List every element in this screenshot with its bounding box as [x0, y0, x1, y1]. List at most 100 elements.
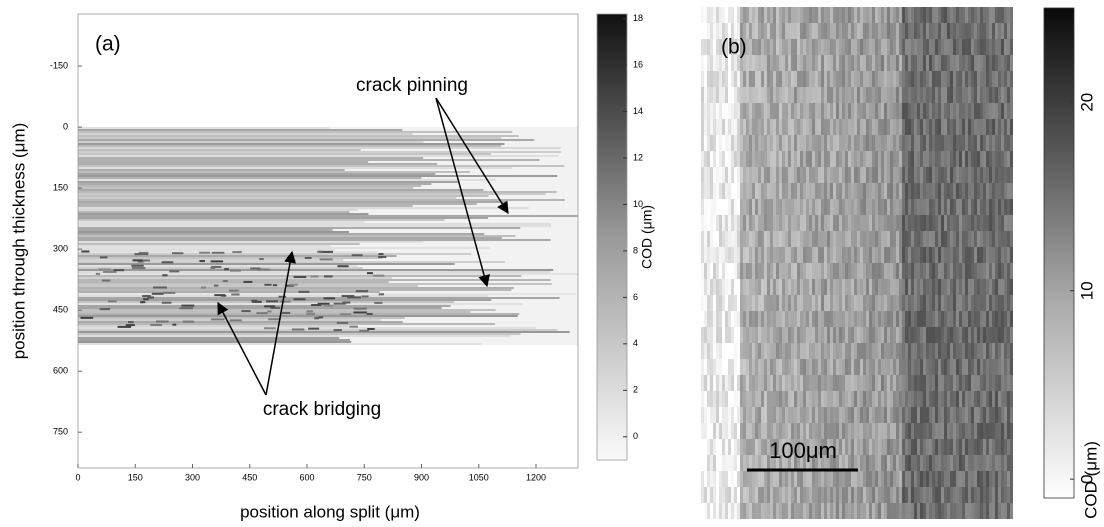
texture [815, 487, 818, 503]
texture [827, 407, 830, 423]
texture [308, 328, 319, 330]
texture [78, 157, 423, 159]
texture [746, 503, 749, 519]
texture [947, 55, 950, 71]
texture [986, 503, 989, 519]
texture [728, 87, 731, 103]
texture [995, 247, 998, 263]
texture [815, 119, 818, 135]
texture [941, 231, 944, 247]
texture [836, 23, 839, 39]
texture [755, 103, 758, 119]
x-tick-label: 750 [357, 472, 372, 482]
texture [788, 55, 791, 71]
texture [731, 103, 734, 119]
texture [836, 7, 839, 23]
texture [785, 71, 788, 87]
texture [1007, 247, 1010, 263]
texture [866, 183, 869, 199]
texture [761, 215, 764, 231]
texture [887, 263, 890, 279]
texture [926, 407, 929, 423]
texture [845, 439, 848, 455]
texture [78, 147, 561, 149]
texture [863, 7, 866, 23]
texture [974, 199, 977, 215]
texture [911, 503, 914, 519]
texture [767, 135, 770, 151]
texture [812, 279, 815, 295]
texture [746, 215, 749, 231]
texture [722, 135, 725, 151]
texture [1001, 119, 1004, 135]
texture [737, 503, 740, 519]
texture [782, 503, 785, 519]
texture [1010, 39, 1013, 55]
texture [971, 23, 974, 39]
texture [875, 7, 878, 23]
texture [830, 119, 833, 135]
texture [752, 87, 755, 103]
texture [1010, 279, 1013, 295]
texture [947, 439, 950, 455]
texture [872, 455, 875, 471]
texture [956, 247, 959, 263]
texture [78, 165, 564, 167]
texture [704, 471, 707, 487]
texture [701, 103, 704, 119]
texture [971, 455, 974, 471]
texture [803, 7, 806, 23]
texture [842, 311, 845, 327]
texture [866, 7, 869, 23]
texture [872, 135, 875, 151]
texture [974, 311, 977, 327]
texture [845, 7, 848, 23]
texture [908, 359, 911, 375]
texture [704, 231, 707, 247]
texture [896, 23, 899, 39]
texture [950, 391, 953, 407]
texture [78, 173, 435, 175]
texture [854, 439, 857, 455]
texture [791, 391, 794, 407]
texture [788, 135, 791, 151]
texture [839, 71, 842, 87]
texture [869, 455, 872, 471]
texture [809, 71, 812, 87]
texture [815, 247, 818, 263]
texture [758, 407, 761, 423]
texture [845, 167, 848, 183]
texture [707, 295, 710, 311]
texture [899, 247, 902, 263]
texture [764, 39, 767, 55]
texture [821, 135, 824, 151]
texture [881, 23, 884, 39]
texture [803, 311, 806, 327]
texture [920, 215, 923, 231]
texture [818, 23, 821, 39]
texture [815, 359, 818, 375]
texture [773, 87, 776, 103]
texture [737, 423, 740, 439]
texture [830, 343, 833, 359]
texture [986, 455, 989, 471]
texture [803, 135, 806, 151]
texture [950, 151, 953, 167]
texture [830, 375, 833, 391]
texture [881, 231, 884, 247]
texture [974, 455, 977, 471]
texture [965, 231, 968, 247]
texture [926, 183, 929, 199]
texture [298, 291, 309, 293]
texture [713, 23, 716, 39]
texture [998, 375, 1001, 391]
texture [950, 407, 953, 423]
texture [78, 255, 397, 257]
texture [866, 487, 869, 503]
texture [728, 295, 731, 311]
texture [935, 247, 938, 263]
texture [953, 23, 956, 39]
texture [201, 287, 206, 289]
texture [701, 327, 704, 343]
texture [809, 23, 812, 39]
